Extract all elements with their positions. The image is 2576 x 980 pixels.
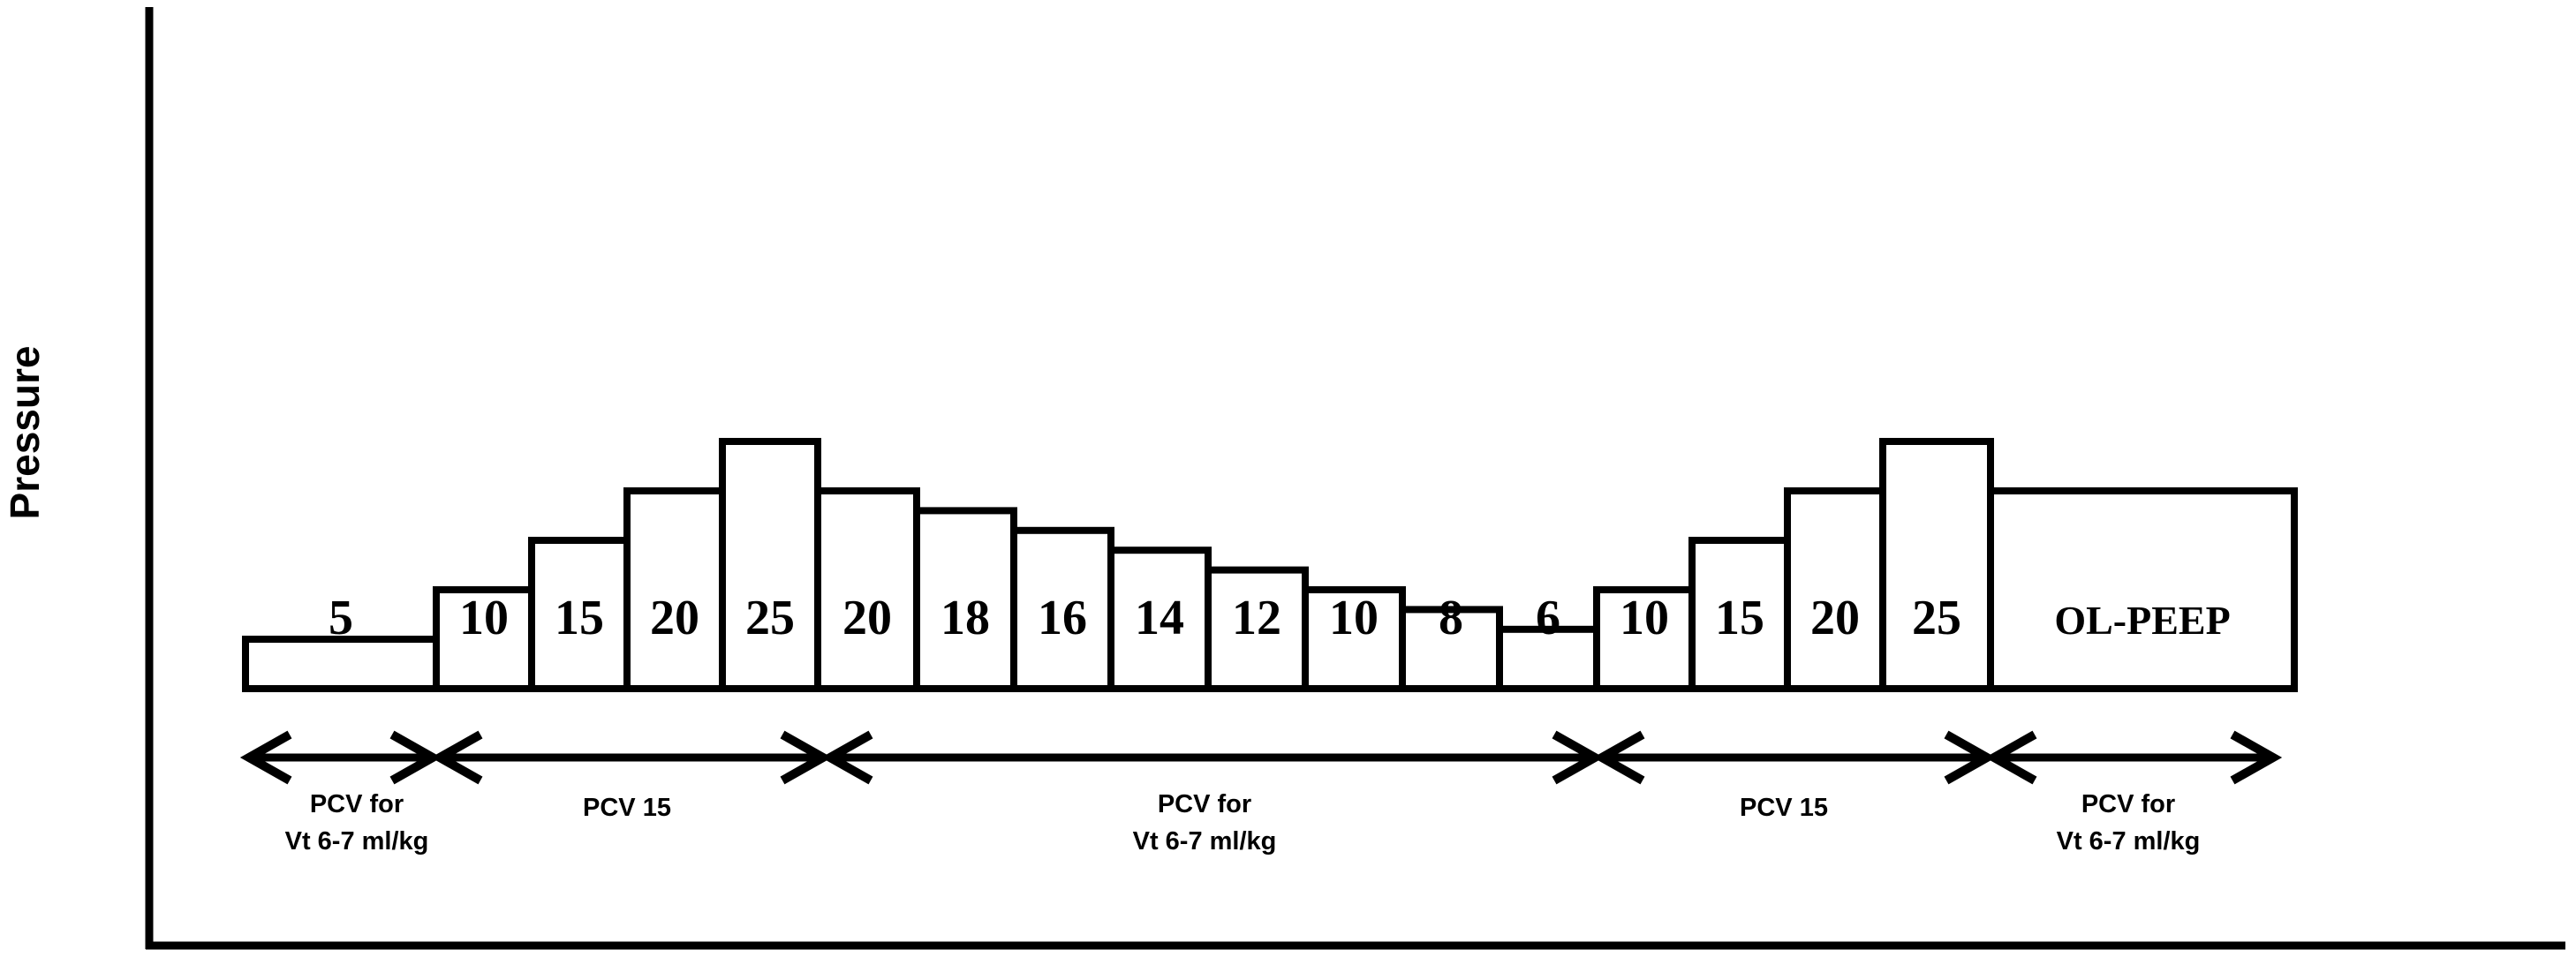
arrowhead	[1592, 730, 1645, 785]
arrowhead	[820, 730, 873, 785]
arrowhead	[239, 730, 292, 785]
step-label: 10	[1329, 591, 1379, 645]
step-label: 25	[745, 591, 795, 645]
step-bar	[1688, 537, 1791, 692]
arrowhead	[1984, 730, 2037, 785]
step-label: 18	[941, 591, 990, 645]
phase-labels: PCV for Vt 6-7 ml/kg PCV 15 PCV for Vt 6-7 m…	[285, 790, 2201, 856]
step-label: 10	[1620, 591, 1669, 645]
step-bar	[623, 487, 726, 692]
arrowhead	[430, 730, 483, 785]
step-label: 20	[842, 591, 892, 645]
step-bar	[814, 487, 920, 692]
phase-label-line: Vt 6-7 ml/kg	[2057, 827, 2201, 856]
step-bar	[719, 438, 821, 692]
step-label: 15	[555, 591, 604, 645]
step-label: 8	[1439, 591, 1463, 645]
phase-label: PCV for Vt 6-7 ml/kg	[285, 790, 429, 856]
step-bar	[1302, 586, 1406, 692]
step-label: 16	[1038, 591, 1087, 645]
phase-label: PCV 15	[1740, 794, 1828, 822]
phase-label-line: Vt 6-7 ml/kg	[1133, 827, 1277, 856]
y-axis-label: Pressure	[2, 346, 48, 520]
phase-arrows	[239, 730, 2283, 785]
step-bar	[913, 507, 1017, 693]
step-label: 12	[1232, 591, 1281, 645]
step-bar	[1879, 438, 1994, 692]
phase-label-line: PCV for	[2081, 790, 2175, 818]
phase-label-line: PCV 15	[1740, 794, 1828, 822]
step-bar	[1784, 487, 1886, 692]
step-label: 15	[1715, 591, 1764, 645]
step-label: 25	[1912, 591, 1961, 645]
step-bar	[1987, 487, 2298, 692]
step-label: 14	[1135, 591, 1184, 645]
phase-label-line: PCV for	[1158, 790, 1251, 818]
phase-label-line: PCV for	[310, 790, 404, 818]
step-label: 10	[459, 591, 509, 645]
phase-label: PCV for Vt 6-7 ml/kg	[2057, 790, 2201, 856]
phase-label-line: PCV 15	[583, 794, 671, 822]
step-bar	[1399, 606, 1503, 693]
step-label: 6	[1536, 591, 1560, 645]
phase-label: PCV for Vt 6-7 ml/kg	[1133, 790, 1277, 856]
phase-label: PCV 15	[583, 794, 671, 822]
step-label: 20	[650, 591, 699, 645]
pressure-steps: 5 10 15 20 25 20 18 16 14 12 10 8 6 10 15 20 25 OL-PEEP	[242, 438, 2298, 693]
arrowhead	[2230, 730, 2283, 785]
step-bar	[1010, 526, 1114, 692]
step-bar	[242, 636, 440, 692]
step-label: 5	[329, 591, 353, 645]
step-bar	[1496, 625, 1600, 692]
step-bar	[1205, 566, 1309, 692]
phase-label-line: Vt 6-7 ml/kg	[285, 827, 429, 856]
step-label: 20	[1810, 591, 1860, 645]
step-label: OL-PEEP	[2054, 598, 2230, 643]
